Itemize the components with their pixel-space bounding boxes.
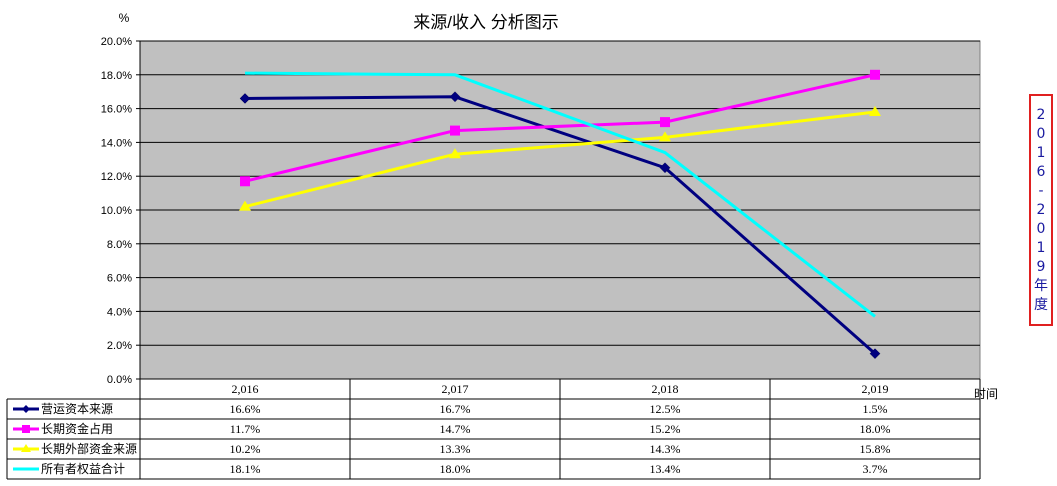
data-label: 12.5% xyxy=(650,402,681,416)
y-tick-label: 4.0% xyxy=(107,306,132,318)
year-range-char: 1 xyxy=(1036,239,1046,256)
data-point xyxy=(450,125,460,136)
data-label: 15.2% xyxy=(650,422,681,436)
data-label: 14.7% xyxy=(440,422,471,436)
x-tick-label: 2,017 xyxy=(442,382,469,396)
legend-series-name: 营运资本来源 xyxy=(41,402,113,416)
y-tick-label: 0.0% xyxy=(107,374,132,386)
data-point xyxy=(659,131,671,142)
data-point xyxy=(659,162,671,174)
legend-series-name: 所有者权益合计 xyxy=(41,461,125,476)
legend-key-marker xyxy=(21,444,31,452)
data-label: 13.4% xyxy=(650,462,681,476)
y-tick-label: 6.0% xyxy=(107,273,132,285)
year-range-char: 0 xyxy=(1036,220,1046,237)
y-tick-label: 12.0% xyxy=(101,171,132,183)
year-range-char: 0 xyxy=(1036,125,1046,142)
x-tick-label: 2,018 xyxy=(652,382,679,396)
data-label: 16.6% xyxy=(230,402,261,416)
year-range-label: 2 0 1 6 - 2 0 1 9 年度 xyxy=(1029,94,1053,326)
y-tick-label: 20.0% xyxy=(101,36,132,48)
year-range-char: 年 xyxy=(1034,277,1048,294)
legend-series-name: 长期外部资金来源 xyxy=(41,441,137,456)
series-line-1 xyxy=(244,95,876,355)
year-range-char: 9 xyxy=(1036,258,1046,275)
data-point xyxy=(449,91,461,103)
year-range-char: 1 xyxy=(1036,144,1046,161)
year-range-char: - xyxy=(1038,182,1044,199)
data-point xyxy=(239,93,251,104)
y-tick-label: 16.0% xyxy=(101,104,132,116)
data-point xyxy=(239,200,251,211)
x-tick-label: 2,016 xyxy=(232,382,259,396)
data-label: 3.7% xyxy=(863,462,888,476)
y-tick-label: 14.0% xyxy=(101,137,132,149)
chart-title: 来源/收入 分析图示 xyxy=(413,13,558,32)
data-point xyxy=(240,176,250,187)
x-tick-label: 2,019 xyxy=(862,382,889,396)
legend-series-name: 长期资金占用 xyxy=(41,421,113,436)
series-line-2 xyxy=(244,73,876,183)
data-point xyxy=(660,117,670,128)
data-label: 1.5% xyxy=(863,402,888,416)
series-line-4 xyxy=(244,71,876,318)
y-tick-label: 18.0% xyxy=(101,70,132,82)
year-range-char: 6 xyxy=(1036,163,1046,180)
y-tick-label: 10.0% xyxy=(101,205,132,217)
y-axis-unit-label: % xyxy=(119,11,130,25)
year-range-char: 2 xyxy=(1036,106,1046,123)
year-range-char: 度 xyxy=(1034,296,1048,313)
data-point xyxy=(869,348,881,360)
data-label: 15.8% xyxy=(860,442,891,456)
data-label: 16.7% xyxy=(440,402,471,416)
data-label: 18.0% xyxy=(440,462,471,476)
data-label: 11.7% xyxy=(230,422,261,436)
data-label: 18.0% xyxy=(860,422,891,436)
series-line-3 xyxy=(244,110,876,209)
data-label: 10.2% xyxy=(230,442,261,456)
data-point xyxy=(869,105,881,116)
legend-key-marker xyxy=(22,425,30,433)
data-point xyxy=(870,69,880,80)
y-tick-label: 2.0% xyxy=(107,340,132,352)
data-label: 18.1% xyxy=(230,462,261,476)
y-tick-label: 8.0% xyxy=(107,239,132,251)
data-label: 13.3% xyxy=(440,442,471,456)
data-point xyxy=(449,148,461,159)
data-label: 14.3% xyxy=(650,442,681,456)
legend-key-marker xyxy=(22,405,30,413)
year-range-char: 2 xyxy=(1036,201,1046,218)
